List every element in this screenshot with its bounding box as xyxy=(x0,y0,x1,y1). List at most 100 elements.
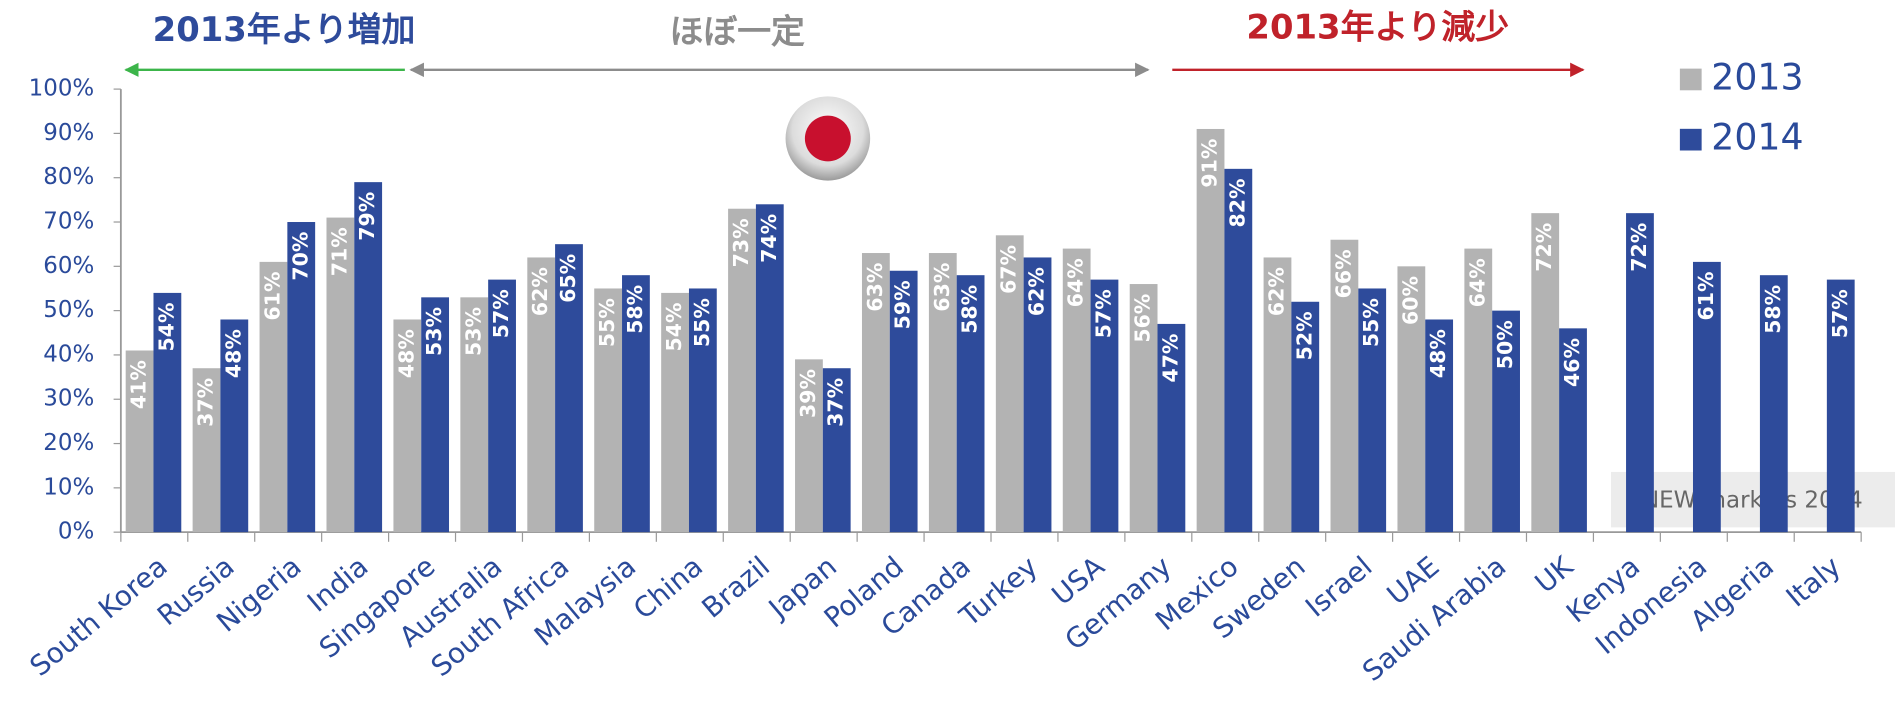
flag-icon xyxy=(804,115,851,162)
bar xyxy=(460,297,489,533)
data-label: 46% xyxy=(1560,338,1584,387)
data-label: 79% xyxy=(355,192,379,241)
bar xyxy=(822,368,851,533)
bar xyxy=(259,261,288,533)
data-label: 57% xyxy=(489,289,513,338)
bar xyxy=(928,253,957,533)
bar xyxy=(995,235,1024,533)
data-label: 60% xyxy=(1398,276,1422,325)
data-label: 57% xyxy=(1828,289,1852,338)
data-label: 50% xyxy=(1493,320,1517,369)
data-label: 61% xyxy=(260,272,284,321)
data-label: 62% xyxy=(1264,267,1288,316)
bar xyxy=(421,297,450,533)
data-label: 74% xyxy=(757,214,781,263)
y-tick-label: 50% xyxy=(43,297,94,323)
y-tick-label: 20% xyxy=(43,430,94,456)
y-tick-label: 70% xyxy=(43,209,94,235)
annotation: NEW markets 2014 xyxy=(1642,487,1863,513)
data-label: 48% xyxy=(394,329,418,378)
bar xyxy=(1062,248,1091,533)
data-label: 55% xyxy=(595,298,619,347)
x-tick-label: Italy xyxy=(1780,550,1847,614)
annotation: 2013年より増加 xyxy=(153,10,416,49)
bar xyxy=(153,292,182,533)
data-label: 39% xyxy=(796,369,820,418)
bar xyxy=(1531,213,1560,533)
x-tick-label: China xyxy=(627,550,709,626)
data-label: 73% xyxy=(729,218,753,267)
legend-swatch xyxy=(1679,128,1702,151)
bar xyxy=(1196,128,1225,533)
y-tick-label: 30% xyxy=(43,386,94,412)
y-tick-label: 80% xyxy=(43,164,94,190)
data-label: 37% xyxy=(824,378,848,427)
data-label: 48% xyxy=(221,329,245,378)
bar xyxy=(728,208,756,533)
bar xyxy=(1425,319,1454,533)
data-label: 91% xyxy=(1198,139,1222,188)
bar xyxy=(393,319,422,533)
data-label: 72% xyxy=(1627,223,1651,272)
bar xyxy=(1397,266,1426,533)
bar xyxy=(795,359,823,533)
bar xyxy=(861,253,890,533)
data-label: 58% xyxy=(1761,285,1785,334)
bar xyxy=(755,204,784,533)
bar xyxy=(1224,168,1253,533)
data-label: 58% xyxy=(958,285,982,334)
y-tick-label: 10% xyxy=(43,474,94,500)
bar xyxy=(192,368,221,533)
data-label: 63% xyxy=(863,263,887,312)
data-label: 64% xyxy=(1064,258,1088,307)
data-label: 58% xyxy=(623,285,647,334)
legend-swatch xyxy=(1679,68,1702,91)
y-tick-label: 40% xyxy=(43,341,94,367)
y-tick-label: 90% xyxy=(43,120,94,146)
x-tick-label: Brazil xyxy=(695,550,776,625)
data-label: 48% xyxy=(1426,329,1450,378)
data-label: 37% xyxy=(193,378,217,427)
legend-label: 2013 xyxy=(1711,56,1803,99)
bar xyxy=(1090,279,1119,533)
bar xyxy=(956,275,985,533)
data-label: 54% xyxy=(662,303,686,352)
data-label: 67% xyxy=(997,245,1021,294)
data-label: 63% xyxy=(930,263,954,312)
bar xyxy=(1559,328,1587,533)
data-label: 55% xyxy=(690,298,714,347)
bar xyxy=(622,275,650,533)
bar xyxy=(555,244,583,533)
bar xyxy=(287,222,316,533)
annotation: 2013年より減少 xyxy=(1246,7,1509,46)
data-label: 61% xyxy=(1694,272,1718,321)
bar xyxy=(594,288,623,533)
data-label: 82% xyxy=(1225,178,1249,227)
y-tick-label: 60% xyxy=(43,253,94,279)
bar xyxy=(220,319,249,533)
data-label: 41% xyxy=(127,360,151,409)
bar xyxy=(889,270,918,533)
data-label: 70% xyxy=(288,232,312,281)
annotation: ほぼ一定 xyxy=(670,12,806,51)
bar xyxy=(1358,288,1387,533)
data-label: 71% xyxy=(327,227,351,276)
x-tick-label: Israel xyxy=(1299,550,1378,624)
bar xyxy=(1626,213,1654,533)
bar xyxy=(1263,257,1292,533)
bar xyxy=(354,182,383,533)
bar xyxy=(326,217,355,533)
bar xyxy=(1759,275,1788,533)
bar xyxy=(527,257,556,533)
legend-label: 2014 xyxy=(1711,116,1803,159)
data-label: 57% xyxy=(1091,289,1115,338)
data-label: 65% xyxy=(556,254,580,303)
bar xyxy=(125,350,154,533)
bar xyxy=(661,292,689,533)
data-label: 66% xyxy=(1331,249,1355,298)
data-label: 52% xyxy=(1292,311,1316,360)
data-label: 72% xyxy=(1532,223,1556,272)
bar xyxy=(1291,301,1320,533)
bar xyxy=(1129,284,1158,533)
data-label: 55% xyxy=(1359,298,1383,347)
